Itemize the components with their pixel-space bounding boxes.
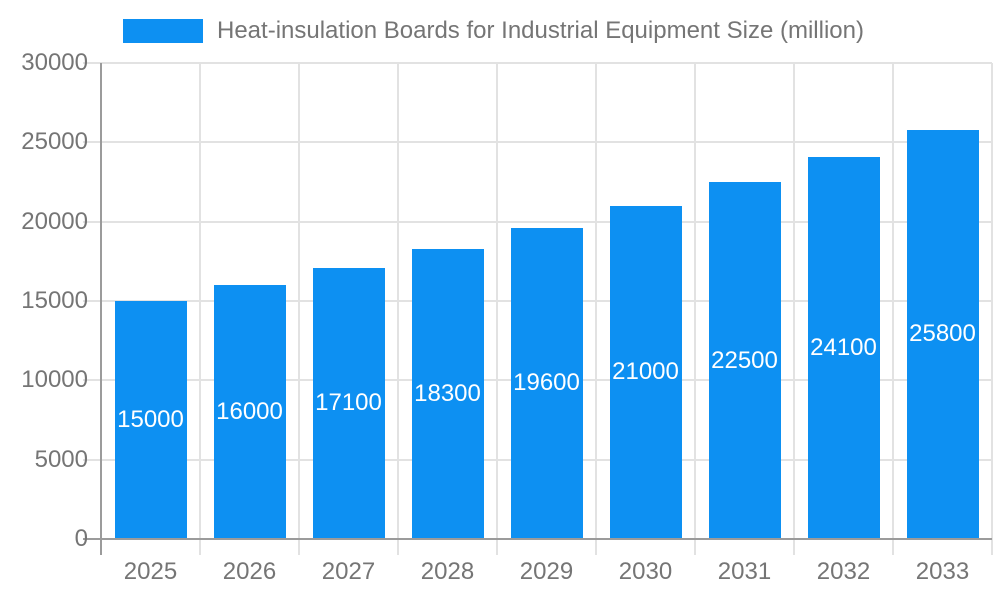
y-tick-label: 10000 bbox=[21, 366, 88, 394]
x-gridline bbox=[595, 63, 597, 555]
bar: 17100 bbox=[312, 267, 385, 539]
y-gridline bbox=[83, 62, 992, 64]
x-gridline bbox=[793, 63, 795, 555]
y-tick-label: 0 bbox=[74, 525, 88, 552]
bar: 18300 bbox=[411, 248, 484, 539]
bar-value-label: 16000 bbox=[216, 398, 283, 426]
legend: Heat-insulation Boards for Industrial Eq… bbox=[123, 19, 864, 43]
x-gridline bbox=[694, 63, 696, 555]
bar-value-label: 17100 bbox=[315, 389, 382, 417]
y-gridline bbox=[83, 141, 992, 144]
x-gridline bbox=[892, 63, 894, 555]
bar: 15000 bbox=[114, 301, 187, 539]
x-tick-label: 2033 bbox=[915, 558, 970, 585]
x-axis-line bbox=[83, 538, 992, 540]
x-gridline bbox=[298, 63, 300, 555]
x-tick-label: 2028 bbox=[420, 558, 475, 585]
x-tick-label: 2030 bbox=[618, 558, 673, 585]
legend-label: Heat-insulation Boards for Industrial Eq… bbox=[217, 17, 864, 44]
y-tick-label: 15000 bbox=[21, 287, 88, 314]
x-tick-label: 2032 bbox=[816, 558, 871, 585]
bar-value-label: 24100 bbox=[810, 333, 877, 361]
y-tick-label: 25000 bbox=[21, 128, 88, 156]
y-tick-label: 5000 bbox=[34, 445, 88, 473]
x-gridline bbox=[199, 63, 201, 555]
x-tick-label: 2027 bbox=[321, 558, 376, 585]
y-tick-label: 20000 bbox=[21, 207, 88, 235]
bar: 25800 bbox=[906, 129, 979, 539]
x-tick-label: 2026 bbox=[222, 558, 277, 585]
bar-value-label: 15000 bbox=[117, 406, 184, 433]
legend-swatch bbox=[123, 19, 203, 43]
x-tick-label: 2031 bbox=[717, 558, 772, 585]
bar-value-label: 21000 bbox=[612, 358, 679, 386]
bar-value-label: 22500 bbox=[711, 346, 778, 374]
x-tick-label: 2029 bbox=[519, 558, 574, 585]
bar: 24100 bbox=[807, 156, 880, 539]
bar: 16000 bbox=[213, 285, 286, 539]
y-gridline bbox=[83, 220, 992, 223]
y-axis-line bbox=[100, 63, 102, 555]
bar-value-label: 25800 bbox=[909, 320, 976, 348]
bar-value-label: 19600 bbox=[513, 369, 580, 397]
x-gridline bbox=[496, 63, 498, 555]
y-tick-label: 30000 bbox=[21, 49, 88, 76]
x-gridline bbox=[991, 63, 993, 555]
x-gridline bbox=[397, 63, 399, 555]
bar-value-label: 18300 bbox=[414, 379, 481, 407]
x-tick-label: 2025 bbox=[123, 558, 178, 585]
bar: 21000 bbox=[609, 205, 682, 539]
bar: 22500 bbox=[708, 182, 781, 539]
bar: 19600 bbox=[510, 228, 583, 539]
